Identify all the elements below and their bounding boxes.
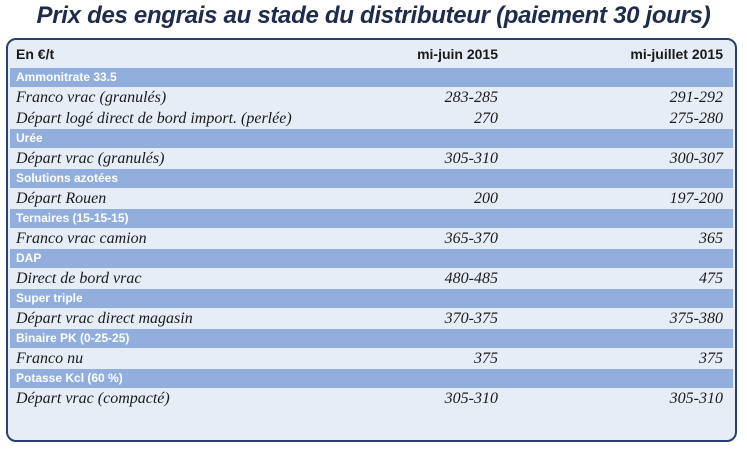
row-value-july: 375 bbox=[699, 349, 723, 367]
table-row: Franco vrac (granulés) 283-285 291-292 bbox=[8, 87, 735, 108]
row-value-july: 275-280 bbox=[669, 109, 723, 127]
table-row: Départ vrac (compacté) 305-310 305-310 bbox=[8, 388, 735, 409]
row-label: Direct de bord vrac bbox=[16, 269, 142, 287]
price-table: En €/t mi-juin 2015 mi-juillet 2015 Ammo… bbox=[6, 38, 737, 442]
row-value-july: 197-200 bbox=[669, 189, 723, 207]
row-label: Départ logé direct de bord import. (perl… bbox=[16, 109, 292, 127]
table-header: En €/t mi-juin 2015 mi-juillet 2015 bbox=[8, 40, 735, 68]
row-value-july: 300-307 bbox=[669, 149, 723, 167]
row-label: Franco vrac (granulés) bbox=[16, 88, 167, 106]
table-row: Départ vrac (granulés) 305-310 300-307 bbox=[8, 148, 735, 169]
row-label: Franco nu bbox=[16, 349, 84, 367]
table-row: Départ Rouen 200 197-200 bbox=[8, 188, 735, 209]
row-value-june: 370-375 bbox=[444, 309, 498, 327]
row-value-june: 283-285 bbox=[444, 88, 498, 106]
section-header-super-triple: Super triple bbox=[10, 289, 733, 308]
section-header-ternaires: Ternaires (15-15-15) bbox=[10, 209, 733, 228]
row-label: Départ vrac direct magasin bbox=[16, 309, 193, 327]
section-header-ammonitrate: Ammonitrate 33.5 bbox=[10, 68, 733, 87]
page-title: Prix des engrais au stade du distributeu… bbox=[36, 2, 711, 29]
row-value-july: 291-292 bbox=[669, 88, 723, 106]
row-value-june: 480-485 bbox=[444, 269, 498, 287]
table-row: Franco nu 375 375 bbox=[8, 348, 735, 369]
row-value-june: 365-370 bbox=[444, 229, 498, 247]
section-header-binaire-pk: Binaire PK (0-25-25) bbox=[10, 329, 733, 348]
row-value-june: 200 bbox=[474, 189, 498, 207]
header-unit-label: En €/t bbox=[16, 46, 55, 62]
table-row: Franco vrac camion 365-370 365 bbox=[8, 228, 735, 249]
row-label: Départ vrac (compacté) bbox=[16, 389, 170, 407]
row-value-june: 305-310 bbox=[444, 389, 498, 407]
row-value-july: 475 bbox=[699, 269, 723, 287]
table-row: Direct de bord vrac 480-485 475 bbox=[8, 268, 735, 289]
row-label: Départ Rouen bbox=[16, 189, 107, 207]
section-header-potasse: Potasse Kcl (60 %) bbox=[10, 369, 733, 388]
header-col-june: mi-juin 2015 bbox=[417, 46, 498, 62]
header-col-july: mi-juillet 2015 bbox=[630, 46, 723, 62]
section-header-uree: Urée bbox=[10, 129, 733, 148]
row-label: Départ vrac (granulés) bbox=[16, 149, 165, 167]
row-label: Franco vrac camion bbox=[16, 229, 147, 247]
table-body: Ammonitrate 33.5 Franco vrac (granulés) … bbox=[8, 68, 735, 409]
row-value-june: 305-310 bbox=[444, 149, 498, 167]
row-value-july: 375-380 bbox=[669, 309, 723, 327]
row-value-july: 305-310 bbox=[669, 389, 723, 407]
row-value-june: 270 bbox=[474, 109, 498, 127]
row-value-july: 365 bbox=[699, 229, 723, 247]
row-value-june: 375 bbox=[474, 349, 498, 367]
section-header-dap: DAP bbox=[10, 249, 733, 268]
section-header-solutions-azotees: Solutions azotées bbox=[10, 169, 733, 188]
table-row: Départ vrac direct magasin 370-375 375-3… bbox=[8, 308, 735, 329]
table-row: Départ logé direct de bord import. (perl… bbox=[8, 108, 735, 129]
